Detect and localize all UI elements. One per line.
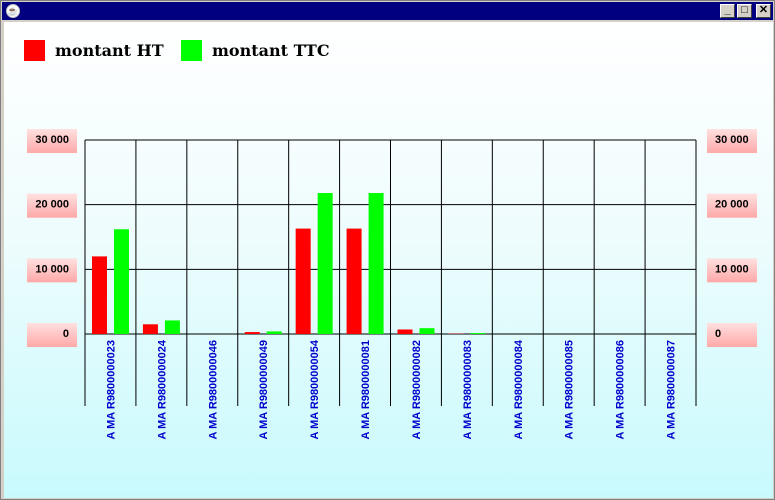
y-tick-label: 10 000 <box>35 263 69 275</box>
x-tick-label: A MA R9800000049 <box>258 340 270 439</box>
x-tick-label: A MA R9800000087 <box>666 340 678 439</box>
close-icon: ✕ <box>758 4 769 16</box>
legend-swatch <box>24 40 45 61</box>
x-tick-label: A MA R9800000085 <box>564 340 576 439</box>
x-tick-label: A MA R9800000081 <box>360 340 372 439</box>
y-tick-label: 10 000 <box>715 263 749 275</box>
bar[interactable] <box>266 331 282 334</box>
bar-chart: montant HT montant TTC 0 0 10 000 10 000 20 0… <box>24 40 757 439</box>
x-tick-label: A MA R9800000086 <box>615 340 627 439</box>
y-tick-box-right <box>707 323 757 347</box>
bar[interactable] <box>114 229 129 334</box>
bar[interactable] <box>317 193 333 334</box>
y-tick-label: 0 <box>63 328 69 340</box>
y-tick-box-right <box>707 193 757 218</box>
y-tick-box-right <box>707 129 757 153</box>
bar[interactable] <box>368 193 384 334</box>
bar[interactable] <box>244 332 260 334</box>
x-tick-label: A MA R9800000024 <box>156 339 168 439</box>
bar[interactable] <box>470 333 486 334</box>
java-cup-icon[interactable]: ☕ <box>6 4 20 18</box>
y-tick-box-left <box>27 193 77 218</box>
maximize-button[interactable]: □ <box>737 4 752 18</box>
x-tick-label: A MA R9800000046 <box>207 340 219 439</box>
y-tick-label: 20 000 <box>35 199 69 211</box>
bar[interactable] <box>164 320 180 334</box>
title-bar[interactable]: ☕ _ □ ✕ <box>2 2 773 20</box>
x-tick-label: A MA R9800000082 <box>411 340 423 439</box>
maximize-icon: □ <box>741 4 748 16</box>
y-tick-box-left <box>27 323 77 347</box>
x-tick-label: A MA R9800000084 <box>513 339 525 439</box>
y-tick-label: 20 000 <box>715 199 749 211</box>
bar[interactable] <box>92 256 107 334</box>
y-tick-label: 30 000 <box>715 134 749 146</box>
x-tick-label: A MA R9800000083 <box>462 340 474 439</box>
y-tick-box-left <box>27 258 77 283</box>
y-tick-box-right <box>707 258 757 283</box>
legend-label: montant HT <box>55 41 164 60</box>
bar[interactable] <box>142 324 158 334</box>
legend-label: montant TTC <box>212 41 330 60</box>
x-tick-label: A MA R9800000023 <box>105 340 117 439</box>
legend-swatch <box>181 40 202 61</box>
minimize-button[interactable]: _ <box>720 4 735 18</box>
x-tick-label: A MA R9800000054 <box>309 339 321 439</box>
bar[interactable] <box>419 328 435 334</box>
chart-area: montant HT montant TTC 0 0 10 000 10 000 20 0… <box>4 22 773 498</box>
y-tick-box-left <box>27 129 77 153</box>
y-tick-label: 30 000 <box>35 134 69 146</box>
y-tick-label: 0 <box>715 328 721 340</box>
close-button[interactable]: ✕ <box>756 4 771 18</box>
bar[interactable] <box>295 228 311 334</box>
bar[interactable] <box>346 228 362 334</box>
minimize-icon: _ <box>724 4 731 16</box>
bar[interactable] <box>397 329 413 334</box>
